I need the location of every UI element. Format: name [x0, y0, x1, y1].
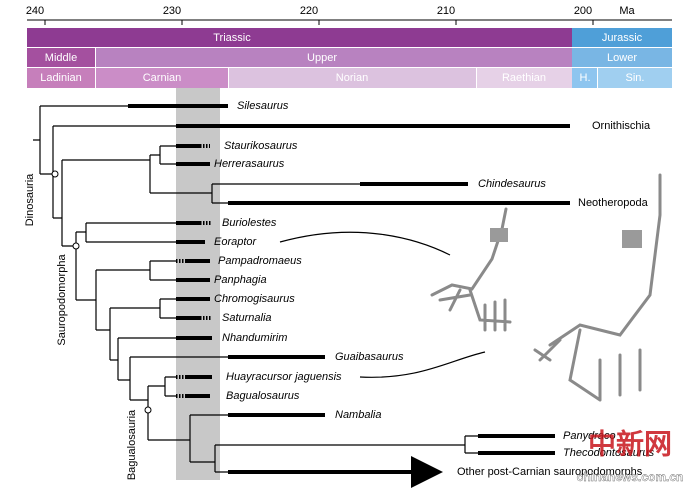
taxon-label: Nhandumirim	[222, 332, 287, 344]
timescale: Triassic Jurassic Middle Upper Lower Lad…	[27, 28, 672, 88]
taxon-label: Panydraco	[563, 430, 616, 442]
lineage-arrow	[176, 124, 570, 472]
stage-label: Norian	[336, 72, 368, 84]
stage-box	[96, 68, 228, 88]
node	[72, 242, 80, 250]
stage-label: H.	[580, 72, 591, 84]
skull	[490, 228, 508, 242]
tree	[33, 104, 570, 473]
epoch-label: Middle	[45, 52, 77, 64]
taxon-label: Guaibasaurus	[335, 351, 404, 363]
period-label: Triassic	[213, 32, 251, 44]
taxon-label: Silesaurus	[237, 100, 289, 112]
taxon-label: Ornithischia	[592, 120, 651, 132]
period-box	[27, 28, 572, 47]
clade-label: Dinosauria	[24, 173, 36, 226]
taxon-label: Bagualosaurus	[226, 390, 300, 402]
taxon-label: Staurikosaurus	[224, 140, 298, 152]
taxon-label: Pampadromaeus	[218, 255, 302, 267]
range-dotted	[176, 144, 212, 398]
branches	[33, 105, 478, 473]
taxon-label: Other post-Carnian sauropodomorphs	[457, 466, 643, 478]
axis-tick-label: 200	[574, 5, 592, 17]
epoch-box	[27, 48, 95, 67]
clade-label: Sauropodomorpha	[56, 254, 68, 346]
epoch-label: Lower	[607, 52, 637, 64]
stage-label: Ladinian	[40, 72, 82, 84]
taxon-label: Eoraptor	[214, 236, 258, 248]
taxon-label: Saturnalia	[222, 312, 272, 324]
stage-box	[477, 68, 572, 88]
stage-label: Carnian	[143, 72, 182, 84]
node	[144, 406, 152, 414]
clade-label: Bagualosauria	[126, 409, 138, 480]
taxon-label: Chindesaurus	[478, 178, 546, 190]
epoch-box	[572, 48, 672, 67]
skeletons	[279, 173, 662, 402]
taxon-label: Herrerasaurus	[214, 158, 285, 170]
epoch-label: Upper	[307, 52, 337, 64]
range-bar	[128, 104, 555, 455]
stage-box	[27, 68, 95, 88]
labels: Silesaurus Ornithischia Staurikosaurus H…	[24, 100, 684, 484]
axis-tick-label: 230	[163, 5, 181, 17]
stage-box	[229, 68, 476, 88]
watermark-logo: 中新网	[588, 428, 672, 459]
taxon-label: Neotheropoda	[578, 197, 649, 209]
taxon-label: Buriolestes	[222, 217, 277, 229]
period-label: Jurassic	[602, 32, 643, 44]
axis-tick-label: 210	[437, 5, 455, 17]
skeleton	[533, 173, 662, 402]
stage-box	[598, 68, 672, 88]
period-box	[572, 28, 672, 47]
watermark-site: chinanews.com.cn	[577, 470, 684, 484]
taxon-label: Panphagia	[214, 274, 267, 286]
time-axis: Ma 240 230 220 210 200	[26, 5, 672, 25]
skull	[622, 230, 642, 248]
taxon-label: Chromogisaurus	[214, 293, 295, 305]
axis-tick-label: 220	[300, 5, 318, 17]
axis-tick-label: 240	[26, 5, 44, 17]
stage-label: Sin.	[626, 72, 645, 84]
skeleton	[430, 207, 512, 332]
taxon-label: Nambalia	[335, 409, 381, 421]
taxon-label: Thecodontosaurus	[563, 447, 655, 459]
taxon-label: Huayracursor jaguensis	[226, 371, 342, 383]
axis-unit: Ma	[619, 5, 635, 17]
epoch-box	[96, 48, 572, 67]
pointer	[279, 231, 486, 378]
node	[51, 170, 59, 178]
stage-box	[572, 68, 597, 88]
stage-label: Raethian	[502, 72, 546, 84]
